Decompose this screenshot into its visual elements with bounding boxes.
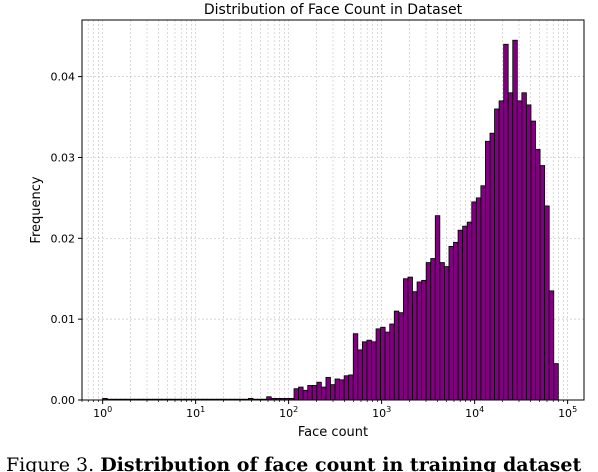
y-tick-label: 0.00 — [51, 394, 76, 407]
histogram-bar — [366, 339, 372, 401]
histogram-bar — [466, 221, 473, 401]
y-tick-label: 0.03 — [51, 151, 76, 164]
histogram-bar — [512, 39, 518, 401]
y-axis-label: Frequency — [29, 176, 44, 243]
histogram-bar — [430, 258, 436, 401]
histogram-bar — [357, 349, 363, 401]
histogram-bar — [553, 363, 559, 401]
histogram-bar — [521, 92, 527, 401]
histogram-bar — [494, 108, 500, 401]
histogram-bars — [102, 39, 559, 401]
histogram-bar — [425, 262, 432, 401]
histogram-bar — [398, 312, 404, 401]
caption-text: Distribution of face count in training d… — [100, 454, 582, 472]
x-tick-label: 103 — [372, 405, 391, 420]
histogram-bar — [421, 279, 427, 401]
y-tick-label: 0.04 — [51, 71, 76, 84]
histogram-bar — [352, 333, 359, 401]
histogram-bar — [448, 245, 454, 401]
histogram-bar — [485, 140, 491, 401]
histogram-bar — [480, 185, 486, 401]
y-tick-label: 0.02 — [51, 232, 76, 245]
histogram-bar — [453, 241, 459, 401]
histogram-bar — [548, 290, 555, 401]
histogram-bar — [316, 381, 322, 401]
histogram-bar — [311, 385, 318, 401]
histogram-bar — [361, 341, 368, 401]
histogram-bar — [412, 291, 418, 401]
histogram-bar — [320, 386, 327, 401]
axis-ticks: 100 101 102 103 104 105 0.00 0.01 0.02 0.03 0.04 — [51, 71, 578, 420]
histogram-bar — [384, 331, 391, 401]
x-tick-label: 101 — [186, 405, 205, 420]
histogram-bar — [402, 278, 409, 401]
histogram-bar — [407, 276, 413, 401]
histogram-bar — [471, 201, 477, 401]
histogram-bar — [503, 43, 509, 401]
histogram-bar — [462, 225, 468, 401]
histogram-bar — [526, 104, 532, 401]
histogram-bar — [339, 379, 345, 401]
histogram-bar — [535, 148, 541, 401]
histogram-bar — [298, 386, 304, 401]
histogram-bar — [307, 385, 313, 401]
histogram-bar — [343, 375, 350, 401]
histogram-bar — [380, 326, 386, 401]
x-tick-label: 102 — [279, 405, 298, 420]
chart-title: Distribution of Face Count in Dataset — [204, 2, 463, 18]
x-axis-label: Face count — [298, 425, 368, 440]
histogram-bar — [293, 388, 299, 401]
histogram-bar — [325, 376, 331, 401]
histogram-bar — [489, 132, 495, 401]
histogram-bar — [457, 229, 464, 401]
histogram-bar — [375, 328, 382, 401]
histogram-bar — [371, 341, 377, 401]
x-tick-label: 105 — [558, 405, 577, 420]
histogram-bar — [498, 100, 505, 401]
histogram-bar — [330, 384, 336, 401]
histogram-bar — [434, 215, 441, 401]
histogram-bar — [507, 92, 514, 401]
x-tick-label: 100 — [93, 405, 112, 420]
histogram-bar — [334, 378, 340, 401]
histogram-bar — [439, 262, 445, 401]
histogram-bar — [539, 165, 546, 401]
caption-prefix: Figure 3. — [6, 454, 95, 472]
histogram-bar — [302, 389, 309, 401]
histogram-bar — [516, 100, 523, 401]
histogram-bar — [389, 323, 395, 401]
figure-caption: Figure 3. Distribution of face count in … — [6, 454, 598, 472]
histogram-chart: 100 101 102 103 104 105 0.00 0.01 0.02 0.03 0.04 D… — [29, 2, 585, 440]
histogram-bar — [393, 310, 400, 401]
histogram-bar — [444, 266, 450, 401]
histogram-bar — [348, 374, 354, 401]
histogram-bar — [530, 120, 536, 401]
histogram-bar — [475, 197, 482, 401]
histogram-bar — [416, 281, 423, 401]
y-tick-label: 0.01 — [51, 313, 76, 326]
x-tick-label: 104 — [465, 405, 484, 420]
histogram-bar — [544, 205, 550, 401]
